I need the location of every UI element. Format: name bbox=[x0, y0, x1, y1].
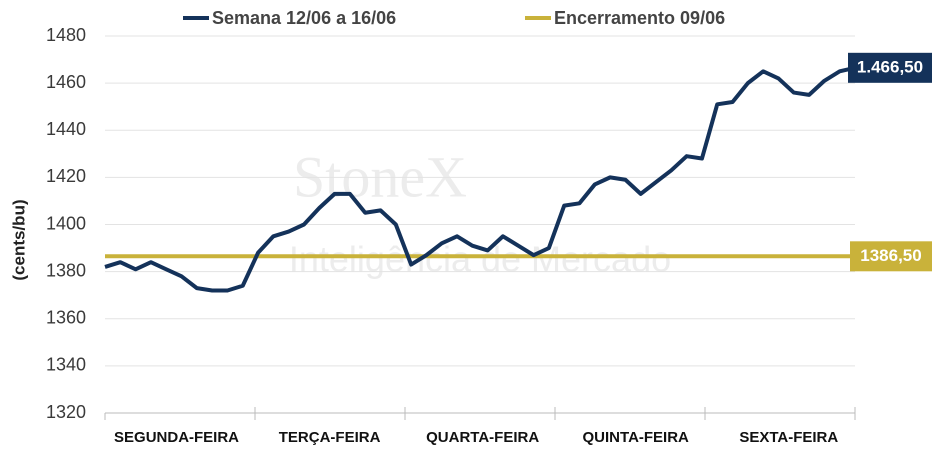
x-tick-label: SEGUNDA-FEIRA bbox=[114, 429, 239, 446]
y-tick-label: 1380 bbox=[46, 260, 86, 280]
y-tick-label: 1460 bbox=[46, 72, 86, 92]
y-tick-label: 1420 bbox=[46, 166, 86, 186]
series-line bbox=[104, 65, 856, 293]
watermark: Inteligência de Mercado bbox=[289, 239, 671, 280]
reference-label: 1386,50 bbox=[860, 246, 921, 265]
watermark: StoneX bbox=[293, 144, 467, 209]
x-tick-label: QUARTA-FEIRA bbox=[426, 429, 539, 446]
y-tick-label: 1320 bbox=[46, 402, 86, 422]
y-axis-label: (cents/bu) bbox=[9, 199, 28, 280]
x-tick-label: TERÇA-FEIRA bbox=[279, 429, 381, 446]
last-value-label: 1.466,50 bbox=[857, 57, 923, 76]
y-tick-label: 1340 bbox=[46, 355, 86, 375]
x-axis bbox=[104, 407, 856, 420]
reference-label-box bbox=[850, 241, 932, 272]
legend-label: Semana 12/06 a 16/06 bbox=[212, 8, 396, 28]
y-tick-label: 1480 bbox=[46, 25, 86, 45]
legend-label: Encerramento 09/06 bbox=[554, 8, 725, 28]
last-value-box bbox=[848, 52, 932, 83]
x-tick-label: SEXTA-FEIRA bbox=[739, 429, 838, 446]
y-tick-label: 1400 bbox=[46, 213, 86, 233]
x-tick-label: QUINTA-FEIRA bbox=[583, 429, 690, 446]
y-tick-label: 1360 bbox=[46, 308, 86, 328]
y-tick-label: 1440 bbox=[46, 119, 86, 139]
